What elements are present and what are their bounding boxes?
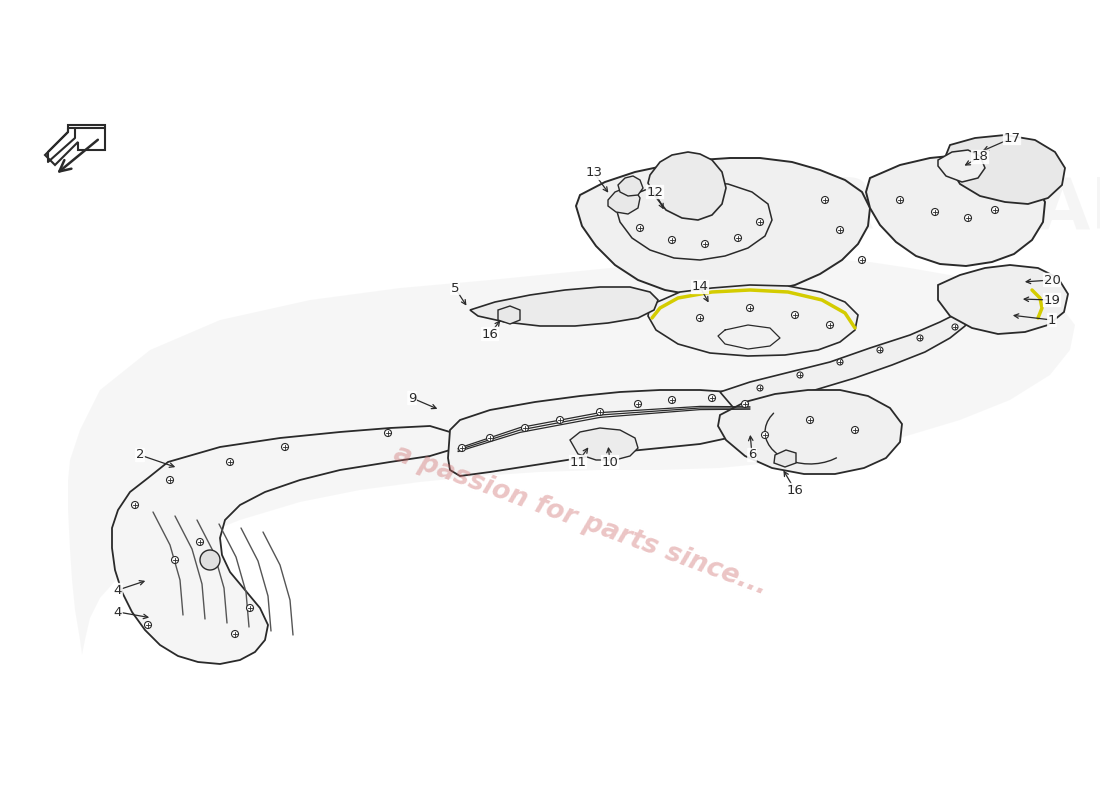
Circle shape bbox=[696, 314, 704, 322]
Circle shape bbox=[459, 445, 465, 451]
Circle shape bbox=[757, 385, 763, 391]
Text: 19: 19 bbox=[1044, 294, 1060, 306]
Text: 2: 2 bbox=[135, 449, 144, 462]
Circle shape bbox=[806, 417, 814, 423]
Polygon shape bbox=[68, 258, 1075, 655]
Text: 13: 13 bbox=[585, 166, 603, 179]
Text: 20: 20 bbox=[1044, 274, 1060, 286]
Circle shape bbox=[557, 417, 563, 423]
Circle shape bbox=[227, 458, 233, 466]
Text: 14: 14 bbox=[692, 281, 708, 294]
Text: 1: 1 bbox=[1047, 314, 1056, 326]
Circle shape bbox=[637, 225, 644, 231]
Circle shape bbox=[282, 443, 288, 450]
Circle shape bbox=[197, 538, 204, 546]
Text: 5: 5 bbox=[451, 282, 460, 294]
Circle shape bbox=[761, 431, 769, 438]
Polygon shape bbox=[618, 176, 644, 196]
Circle shape bbox=[991, 206, 999, 214]
Circle shape bbox=[757, 218, 763, 226]
Circle shape bbox=[826, 322, 834, 329]
Polygon shape bbox=[774, 450, 796, 467]
Polygon shape bbox=[648, 152, 726, 220]
Polygon shape bbox=[570, 428, 638, 460]
Text: a passion for parts since...: a passion for parts since... bbox=[389, 440, 770, 600]
Circle shape bbox=[917, 335, 923, 341]
Circle shape bbox=[246, 605, 253, 611]
Text: 10: 10 bbox=[602, 455, 618, 469]
Polygon shape bbox=[938, 150, 984, 182]
Polygon shape bbox=[946, 135, 1065, 204]
Polygon shape bbox=[470, 287, 658, 326]
Polygon shape bbox=[938, 265, 1068, 334]
Circle shape bbox=[144, 622, 152, 629]
Circle shape bbox=[231, 630, 239, 638]
Text: 11: 11 bbox=[570, 455, 586, 469]
Circle shape bbox=[521, 425, 528, 431]
Circle shape bbox=[702, 241, 708, 247]
Circle shape bbox=[385, 430, 392, 437]
Circle shape bbox=[836, 226, 844, 234]
Text: 18: 18 bbox=[971, 150, 989, 163]
Text: 4: 4 bbox=[113, 606, 122, 618]
Circle shape bbox=[896, 197, 903, 203]
Circle shape bbox=[172, 557, 178, 563]
Circle shape bbox=[669, 397, 675, 403]
Circle shape bbox=[132, 502, 139, 509]
Circle shape bbox=[166, 477, 174, 483]
Polygon shape bbox=[112, 426, 455, 664]
Circle shape bbox=[877, 347, 883, 353]
Text: 16: 16 bbox=[482, 327, 498, 341]
Text: EUROSPARES: EUROSPARES bbox=[712, 175, 1100, 245]
Circle shape bbox=[635, 401, 641, 407]
Circle shape bbox=[822, 197, 828, 203]
Circle shape bbox=[747, 305, 754, 311]
Polygon shape bbox=[720, 308, 970, 412]
Polygon shape bbox=[498, 306, 520, 324]
Circle shape bbox=[735, 234, 741, 242]
Circle shape bbox=[858, 257, 866, 263]
Circle shape bbox=[792, 311, 799, 318]
Text: 16: 16 bbox=[786, 483, 803, 497]
Polygon shape bbox=[608, 188, 640, 214]
Text: 17: 17 bbox=[1003, 131, 1021, 145]
Circle shape bbox=[798, 372, 803, 378]
Polygon shape bbox=[718, 390, 902, 474]
Circle shape bbox=[596, 409, 604, 415]
Circle shape bbox=[200, 550, 220, 570]
Text: 12: 12 bbox=[647, 186, 663, 198]
Text: 9: 9 bbox=[408, 391, 416, 405]
Circle shape bbox=[708, 394, 715, 402]
Circle shape bbox=[741, 401, 748, 407]
Polygon shape bbox=[576, 158, 870, 296]
Polygon shape bbox=[866, 155, 1045, 266]
Circle shape bbox=[965, 214, 971, 222]
Circle shape bbox=[486, 434, 494, 442]
Circle shape bbox=[669, 237, 675, 243]
Text: 6: 6 bbox=[748, 449, 756, 462]
Circle shape bbox=[851, 426, 858, 434]
Text: 4: 4 bbox=[113, 583, 122, 597]
Polygon shape bbox=[448, 390, 760, 476]
Circle shape bbox=[837, 359, 843, 365]
Circle shape bbox=[952, 324, 958, 330]
Circle shape bbox=[932, 209, 938, 215]
Polygon shape bbox=[648, 285, 858, 356]
